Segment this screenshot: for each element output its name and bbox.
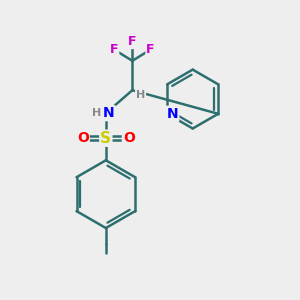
Text: S: S [100,131,111,146]
Text: F: F [146,43,155,56]
Text: N: N [167,107,178,121]
Text: O: O [123,131,135,145]
Text: H: H [92,108,101,118]
Text: O: O [77,131,89,145]
Text: F: F [128,35,136,48]
Text: H: H [136,90,145,100]
Text: F: F [110,43,118,56]
Text: N: N [103,106,115,120]
